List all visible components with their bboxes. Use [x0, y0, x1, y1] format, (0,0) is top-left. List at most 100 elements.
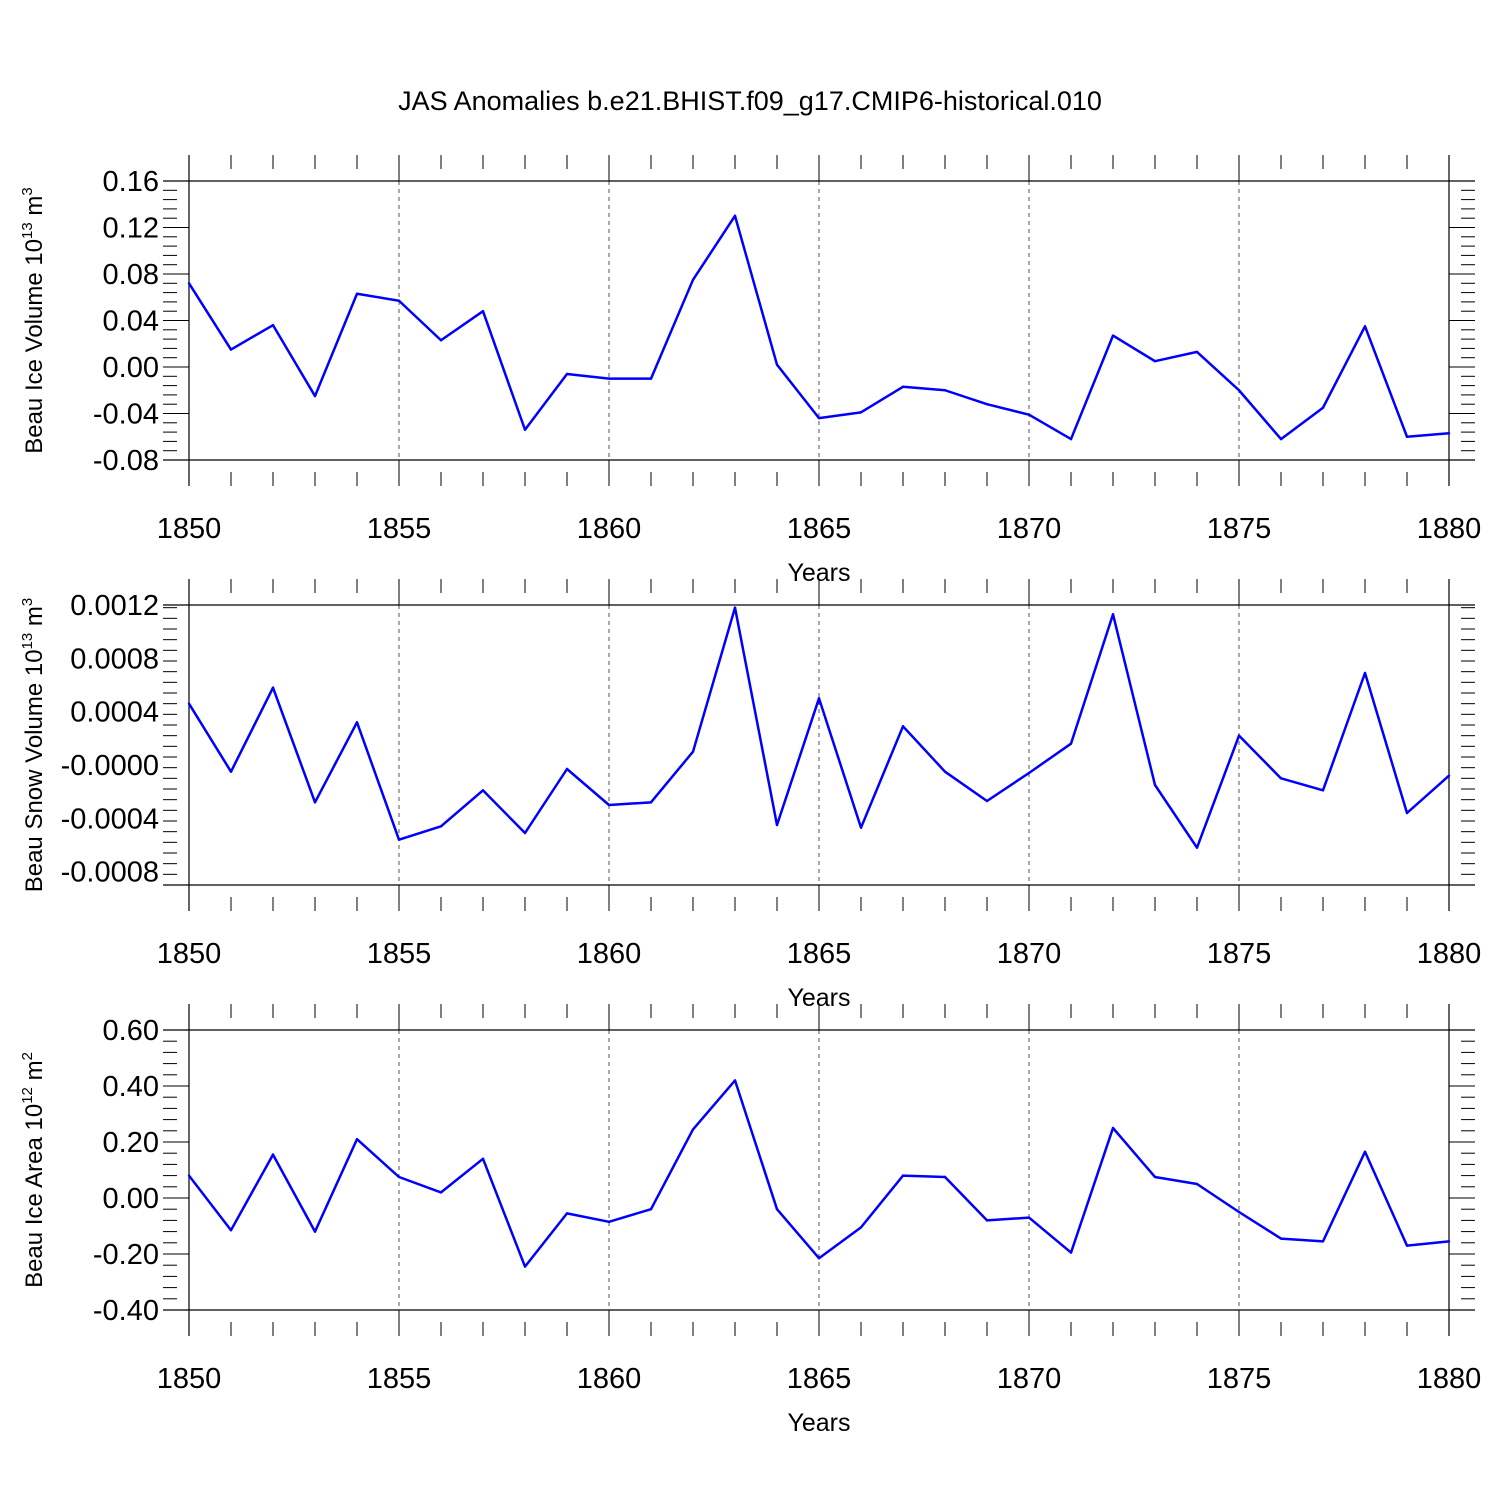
data-point — [943, 389, 947, 392]
data-point — [985, 403, 989, 406]
data-point — [1153, 783, 1157, 787]
data-point — [943, 1175, 947, 1179]
chart-panel-snow-volume: -0.0008 -0.0004 -0.0000 0.0004 0.0008 0.0012 1… — [19, 579, 1481, 1012]
data-point — [1363, 671, 1367, 675]
data-point — [187, 702, 191, 705]
data-point — [355, 292, 359, 295]
x-tick-label: 1855 — [367, 938, 432, 970]
data-point — [229, 770, 233, 773]
data-point — [1027, 413, 1031, 416]
data-point — [229, 1229, 233, 1232]
data-point — [481, 310, 485, 313]
x-axis-label: Years — [787, 1409, 850, 1437]
data-point — [691, 1128, 695, 1131]
y-tick-label: 0.40 — [103, 1071, 159, 1103]
data-point — [859, 1226, 863, 1229]
page-title: JAS Anomalies b.e21.BHIST.f09_g17.CMIP6-… — [398, 86, 1102, 116]
data-point — [649, 1208, 653, 1211]
y-tick-label: -0.0008 — [61, 857, 159, 889]
x-tick-label: 1855 — [367, 1363, 432, 1395]
data-point — [1279, 437, 1283, 441]
x-tick-label: 1870 — [997, 938, 1062, 970]
x-tick-label: 1880 — [1417, 1363, 1482, 1395]
data-point — [859, 826, 863, 829]
data-point — [523, 831, 527, 835]
chart-panel-ice-volume: -0.08 -0.04 0.00 0.04 0.08 0.12 0.16 1850 1855 18… — [19, 155, 1481, 587]
data-point — [1321, 1240, 1325, 1243]
x-tick-label: 1865 — [787, 938, 852, 970]
x-tick-label: 1855 — [367, 513, 432, 545]
data-point — [985, 1219, 989, 1222]
data-point — [817, 416, 821, 420]
data-point — [1111, 1126, 1115, 1130]
data-point — [1405, 1244, 1409, 1247]
data-point — [817, 697, 821, 700]
y-tick-label: 0.0008 — [70, 643, 159, 675]
data-point — [1153, 1175, 1157, 1179]
x-tick-label: 1865 — [787, 1363, 852, 1395]
data-point — [1027, 1216, 1031, 1219]
y-tick-label: 0.00 — [103, 1183, 159, 1215]
y-tick-label: 0.00 — [103, 352, 159, 384]
data-point — [775, 823, 779, 827]
data-point — [1153, 359, 1157, 363]
x-tick-label: 1860 — [577, 513, 642, 545]
data-point — [607, 1220, 611, 1224]
x-tick-label: 1860 — [577, 938, 642, 970]
x-tick-label: 1860 — [577, 1363, 642, 1395]
y-tick-label: 0.04 — [103, 306, 159, 338]
data-point — [649, 377, 653, 380]
data-point — [859, 411, 863, 414]
data-point — [1405, 435, 1409, 438]
data-point — [1447, 774, 1451, 777]
data-point — [397, 299, 401, 302]
data-point — [1279, 777, 1283, 780]
data-point — [187, 282, 191, 285]
data-point — [733, 606, 737, 609]
data-point — [733, 1079, 737, 1082]
data-point — [355, 721, 359, 724]
data-point — [355, 1138, 359, 1141]
data-point — [817, 1257, 821, 1260]
x-tick-label: 1875 — [1207, 1363, 1272, 1395]
data-point — [733, 214, 737, 218]
data-point — [313, 801, 317, 804]
chart-panel-ice-area: -0.40 -0.20 0.00 0.20 0.40 0.60 1850 1855 1860 18… — [19, 1004, 1481, 1437]
y-tick-label: 0.20 — [103, 1127, 159, 1159]
data-point — [481, 1157, 485, 1161]
data-point — [943, 770, 947, 773]
y-axis-label: Beau Ice Volume 1013 m3 — [19, 187, 48, 454]
data-point — [1447, 1240, 1451, 1243]
data-point — [523, 1265, 527, 1268]
data-point — [691, 278, 695, 282]
data-point — [1069, 742, 1073, 745]
data-point — [607, 377, 611, 380]
data-point — [901, 385, 905, 388]
x-tick-label: 1850 — [157, 513, 222, 545]
data-point — [607, 803, 611, 807]
data-point — [229, 348, 233, 351]
data-point — [1405, 811, 1409, 815]
data-point — [1195, 846, 1199, 849]
y-tick-label: 0.12 — [103, 213, 159, 245]
y-axis-label: Beau Ice Area 1012 m2 — [19, 1052, 48, 1288]
data-point — [1363, 325, 1367, 328]
data-point — [271, 1153, 275, 1156]
data-point — [271, 686, 275, 689]
y-tick-label: -0.20 — [93, 1239, 159, 1271]
data-point — [1447, 432, 1451, 435]
data-point — [901, 1174, 905, 1177]
data-point — [271, 323, 275, 327]
x-tick-label: 1870 — [997, 513, 1062, 545]
data-point — [565, 372, 569, 376]
y-tick-label: -0.04 — [93, 399, 159, 431]
data-point — [901, 725, 905, 728]
data-point — [691, 750, 695, 753]
x-tick-label: 1875 — [1207, 938, 1272, 970]
data-point — [1069, 1251, 1073, 1254]
data-point — [1237, 734, 1241, 737]
data-point — [1069, 437, 1073, 441]
data-point — [565, 767, 569, 771]
data-point — [1195, 1182, 1199, 1186]
